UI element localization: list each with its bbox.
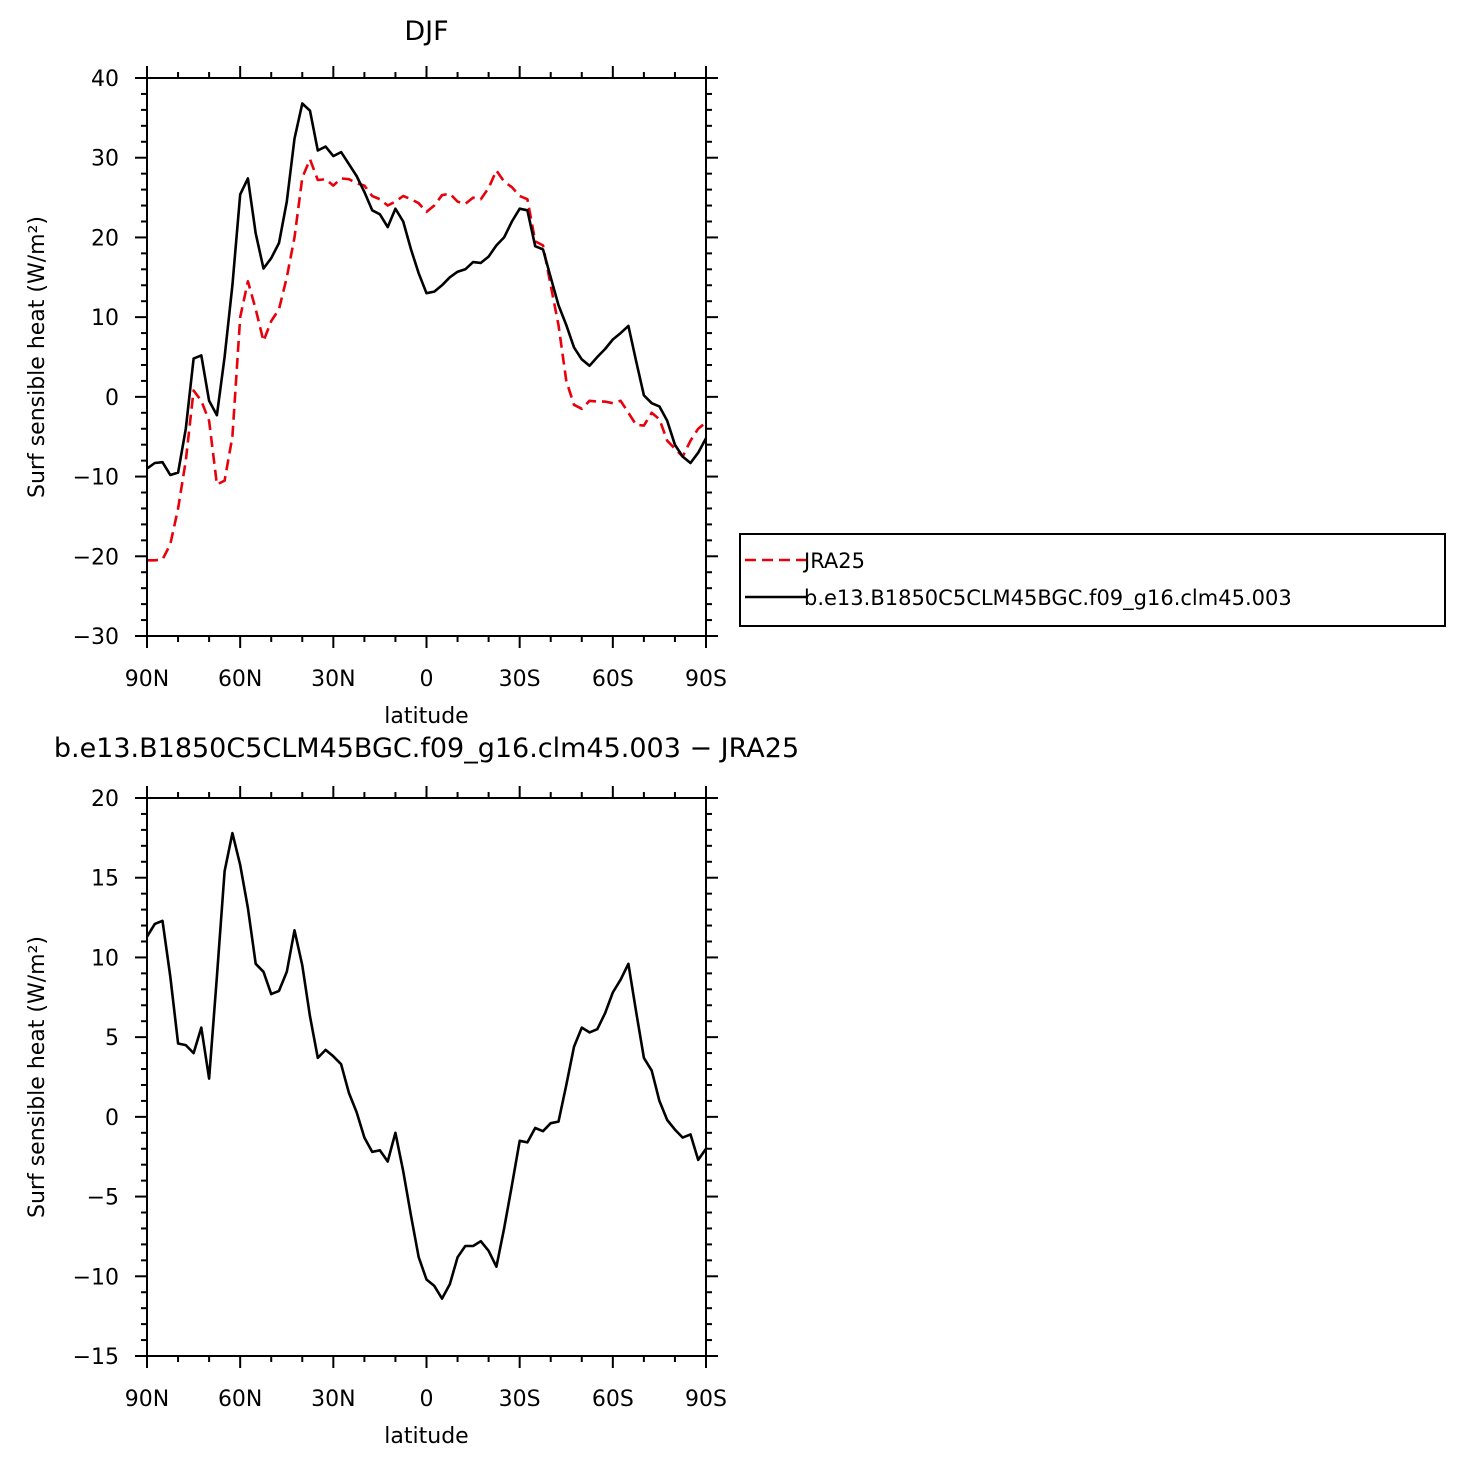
- legend-label-1: JRA25: [802, 549, 865, 573]
- y-axis-label: Surf sensible heat (W/m²): [25, 936, 50, 1218]
- chart-title: DJF: [404, 16, 448, 47]
- y-tick-label: −10: [73, 1265, 119, 1290]
- x-tick-label: 30S: [499, 1387, 541, 1412]
- y-tick-label: 5: [105, 1026, 119, 1051]
- x-tick-label: 0: [420, 667, 434, 692]
- x-tick-label: 90N: [125, 667, 169, 692]
- x-tick-label: 30N: [311, 667, 355, 692]
- y-tick-label: 40: [91, 67, 119, 92]
- y-tick-label: −15: [73, 1345, 119, 1370]
- chart-panel-2: b.e13.B1850C5CLM45BGC.f09_g16.clm45.003 …: [25, 733, 799, 1449]
- y-tick-label: 15: [91, 867, 119, 892]
- y-tick-label: 10: [91, 946, 119, 971]
- chart-title: b.e13.B1850C5CLM45BGC.f09_g16.clm45.003 …: [54, 733, 799, 764]
- x-tick-label: 0: [420, 1387, 434, 1412]
- series-line-1: [147, 158, 707, 562]
- x-tick-label: 60N: [218, 1387, 262, 1412]
- series-line-1: [145, 831, 708, 1300]
- x-tick-label: 60N: [218, 667, 262, 692]
- x-tick-label: 30S: [499, 667, 541, 692]
- x-axis-label: latitude: [384, 1424, 468, 1449]
- plot-frame: [146, 797, 707, 1357]
- x-axis-label: latitude: [384, 704, 468, 729]
- y-tick-label: 20: [91, 226, 119, 251]
- x-tick-label: 60S: [592, 1387, 634, 1412]
- legend-box: [739, 533, 1446, 627]
- y-tick-label: 0: [105, 1106, 119, 1131]
- y-axis-label: Surf sensible heat (W/m²): [25, 216, 50, 498]
- y-tick-label: −10: [73, 466, 119, 491]
- y-tick-label: 20: [91, 787, 119, 812]
- chart-panel-1: DJF latitude Surf sensible heat (W/m²) −30 −…: [25, 16, 1446, 729]
- y-tick-label: −5: [87, 1186, 119, 1211]
- x-tick-label: 90S: [685, 667, 727, 692]
- x-tick-label: 60S: [592, 667, 634, 692]
- y-tick-label: 30: [91, 147, 119, 172]
- y-tick-label: 0: [105, 386, 119, 411]
- y-tick-label: 10: [91, 306, 119, 331]
- x-tick-label: 90N: [125, 1387, 169, 1412]
- plot-frame: [146, 77, 707, 637]
- legend: JRA25 b.e13.B1850C5CLM45BGC.f09_g16.clm45…: [739, 533, 1446, 627]
- y-tick-label: −30: [73, 625, 119, 650]
- legend-label-2: b.e13.B1850C5CLM45BGC.f09_g16.clm45.003: [804, 586, 1292, 611]
- x-tick-label: 30N: [311, 1387, 355, 1412]
- x-tick-label: 90S: [685, 1387, 727, 1412]
- series-line-2: [146, 102, 708, 477]
- y-tick-label: −20: [73, 545, 119, 570]
